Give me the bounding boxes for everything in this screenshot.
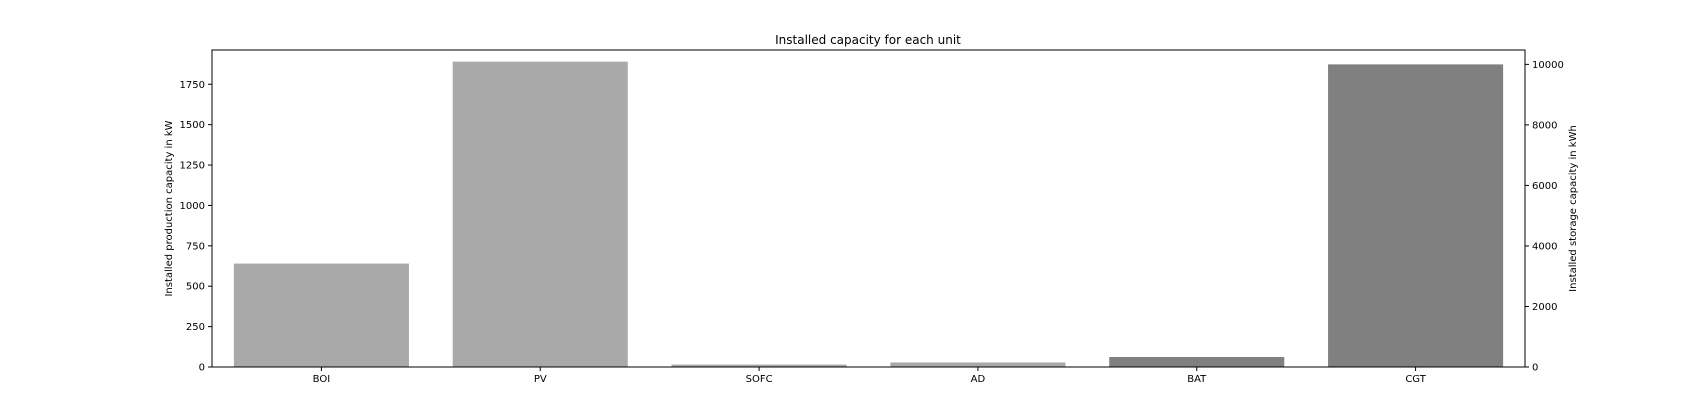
left-y-axis-label: Installed production capacity in kW [164,120,175,296]
left-y-tick-label: 1250 [180,161,205,172]
right-y-tick-label: 2000 [1532,302,1557,313]
x-tick-label: BAT [1187,374,1207,385]
bar-bat [1109,357,1285,367]
x-axis: BOI PV SOFC AD BAT CGT [313,367,1427,385]
x-tick-label: SOFC [746,374,773,385]
left-y-tick-label: 1750 [180,80,205,91]
right-y-tick-label: 0 [1532,363,1538,374]
right-y-tick-label: 8000 [1532,120,1557,131]
bar-pv [452,61,628,367]
bar-boi [233,263,409,367]
right-y-tick-label: 6000 [1532,181,1557,192]
bar-ad [890,362,1066,367]
right-y-tick-label: 4000 [1532,241,1557,252]
bar-sofc [671,364,847,367]
left-y-axis: 0 250 500 750 1000 1250 1500 1750 [180,80,212,374]
left-y-tick-label: 500 [186,282,205,293]
bars-group [233,61,1504,368]
x-tick-label: PV [534,374,547,385]
left-y-tick-label: 1000 [180,201,205,212]
left-y-tick-label: 1500 [180,120,205,131]
right-y-axis-label: Installed storage capacity in kWh [1568,125,1579,292]
left-y-tick-label: 750 [186,241,205,252]
chart-title: Installed capacity for each unit [775,33,961,47]
right-y-tick-label: 10000 [1532,60,1564,71]
x-tick-label: BOI [313,374,331,385]
left-y-tick-label: 250 [186,322,205,333]
bar-cgt [1328,64,1504,368]
x-tick-label: CGT [1405,374,1426,385]
x-tick-label: AD [971,374,986,385]
right-y-axis: 0 2000 4000 6000 8000 10000 [1525,60,1564,374]
plot-frame [211,49,1526,368]
left-y-tick-label: 0 [199,363,205,374]
